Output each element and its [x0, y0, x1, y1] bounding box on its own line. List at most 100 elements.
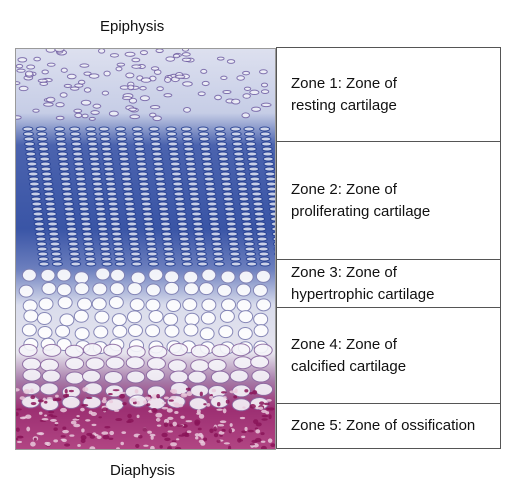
cell-mark	[16, 435, 24, 439]
cell-mark	[136, 414, 140, 419]
cell-mark	[109, 399, 114, 404]
cell-mark	[127, 231, 139, 237]
cell-mark	[48, 231, 60, 237]
epiphysis-label: Epiphysis	[100, 18, 165, 35]
cell-mark	[184, 434, 190, 438]
cell-mark	[80, 221, 92, 227]
cell-mark	[157, 201, 169, 207]
cell-mark	[260, 136, 272, 142]
cell-mark	[217, 156, 229, 162]
cell-mark	[242, 406, 246, 409]
cell-mark	[196, 412, 201, 415]
zone-2-label: Zone 2: Zone of proliferating cartilage	[291, 180, 431, 220]
cell-mark	[140, 201, 152, 207]
cell-mark	[231, 98, 241, 105]
cell-mark	[98, 236, 110, 242]
cell-mark	[86, 136, 98, 142]
cell-mark	[257, 246, 269, 252]
cell-mark	[150, 66, 160, 71]
cell-mark	[108, 211, 120, 217]
cell-mark	[243, 86, 252, 91]
cell-mark	[16, 437, 19, 441]
cell-mark	[176, 216, 188, 222]
cell-mark	[252, 201, 264, 207]
cell-mark	[226, 59, 236, 64]
cell-mark	[112, 241, 124, 247]
cell-mark	[29, 186, 41, 192]
cell-mark	[54, 397, 62, 402]
cell-mark	[182, 298, 198, 312]
cell-mark	[133, 136, 145, 142]
cell-mark	[176, 424, 183, 427]
cell-mark	[198, 413, 205, 419]
cell-mark	[216, 141, 228, 147]
cell-mark	[231, 343, 251, 357]
cell-mark	[242, 70, 251, 76]
cell-mark	[233, 151, 245, 157]
cell-mark	[116, 447, 120, 449]
cell-mark	[30, 191, 42, 197]
cell-mark	[126, 221, 138, 227]
cell-mark	[116, 141, 128, 147]
cell-mark	[30, 395, 36, 400]
cell-mark	[142, 427, 147, 432]
cell-mark	[152, 115, 162, 122]
cell-mark	[250, 186, 262, 192]
cell-mark	[186, 391, 193, 397]
cell-mark	[58, 161, 70, 167]
cell-mark	[19, 396, 26, 400]
cell-mark	[174, 411, 179, 414]
cell-mark	[51, 256, 63, 262]
cell-mark	[210, 370, 230, 384]
cell-mark	[245, 251, 257, 257]
cell-mark	[171, 440, 177, 443]
cell-mark	[242, 231, 254, 237]
cell-mark	[163, 422, 169, 428]
cell-mark	[104, 176, 116, 182]
cell-mark	[114, 256, 126, 262]
cell-mark	[92, 103, 102, 109]
cell-mark	[213, 426, 217, 432]
cell-mark	[40, 166, 52, 172]
cell-mark	[55, 394, 59, 398]
cell-mark	[187, 370, 207, 384]
cell-mark	[210, 236, 222, 242]
cell-mark	[255, 269, 271, 283]
cell-mark	[104, 425, 111, 429]
cell-mark	[159, 221, 171, 227]
cell-mark	[148, 261, 160, 267]
cell-mark	[26, 426, 31, 432]
cell-mark	[150, 146, 162, 152]
cell-mark	[57, 296, 73, 310]
cell-mark	[70, 136, 82, 142]
cell-mark	[74, 171, 86, 177]
cell-mark	[178, 236, 190, 242]
cell-mark	[144, 231, 156, 237]
cell-mark	[66, 73, 77, 80]
cell-mark	[23, 309, 39, 323]
cell-mark	[145, 241, 157, 247]
cell-mark	[171, 389, 178, 395]
cell-mark	[223, 396, 227, 399]
cell-mark	[200, 151, 212, 157]
cell-mark	[69, 434, 75, 437]
cell-mark	[207, 206, 219, 212]
cell-mark	[65, 357, 85, 371]
cell-mark	[180, 251, 192, 257]
cell-mark	[113, 409, 120, 412]
cell-mark	[249, 443, 255, 446]
cell-mark	[42, 181, 54, 187]
cell-mark	[150, 445, 155, 449]
cell-mark	[184, 156, 196, 162]
cell-mark	[124, 201, 136, 207]
cell-mark	[25, 70, 34, 77]
cell-mark	[224, 211, 236, 217]
cell-mark	[48, 236, 60, 242]
cell-mark	[230, 261, 242, 267]
cell-mark	[195, 436, 199, 440]
cell-mark	[109, 282, 125, 296]
cell-mark	[108, 295, 124, 309]
cell-mark	[215, 136, 227, 142]
cell-mark	[119, 393, 126, 399]
cell-mark	[16, 81, 21, 86]
